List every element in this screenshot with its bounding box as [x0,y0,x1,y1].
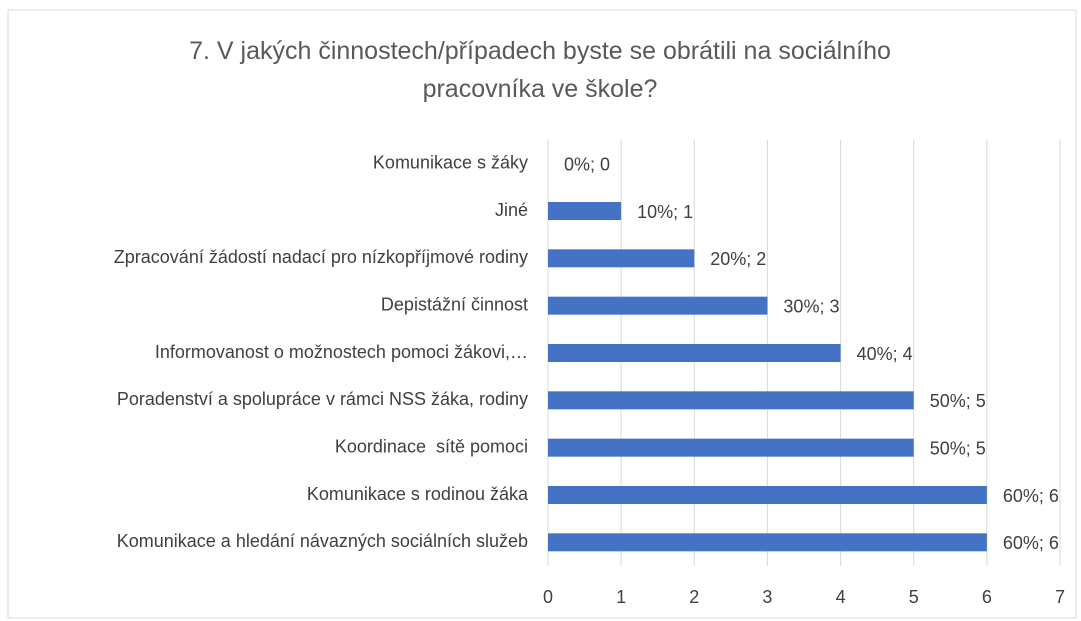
x-tick-label: 2 [689,587,699,607]
data-label: 40%; 4 [857,344,913,364]
chart-title: 7. V jakých činnostech/případech byste s… [189,37,891,103]
x-tick-label: 6 [982,587,992,607]
y-tick-label: Zpracování žádostí nadací pro nízkopříjm… [114,247,528,267]
y-tick-label: Komunikace s rodinou žáka [307,484,529,504]
y-tick-label: Komunikace s žáky [373,152,528,172]
chart-border [7,9,1077,619]
data-label: 60%; 6 [1003,533,1059,553]
data-label: 0%; 0 [564,154,610,174]
x-tick-label: 5 [909,587,919,607]
y-tick-label: Depistážní činnost [381,294,528,314]
data-label: 60%; 6 [1003,486,1059,506]
data-label: 10%; 1 [637,202,693,222]
bar [548,202,622,220]
data-label: 50%; 5 [930,391,986,411]
x-tick-label: 7 [1055,587,1065,607]
bar [548,438,914,457]
y-tick-label: Komunikace a hledání návazných sociálníc… [117,531,528,551]
bar [548,296,768,315]
bar [548,344,841,362]
bar [548,533,987,552]
bar [548,486,987,504]
x-tick-label: 1 [616,587,626,607]
y-tick-label: Informovanost o možnostech pomoci žákovi… [155,342,528,362]
x-tick-label: 0 [543,587,553,607]
data-label: 20%; 2 [710,249,766,269]
y-tick-label: Koordinace sítě pomoci [335,436,528,456]
x-tick-label: 3 [762,587,772,607]
x-tick-label: 4 [836,587,846,607]
y-tick-label: Jiné [495,200,528,220]
bar [548,391,914,410]
y-tick-label: Poradenství a spolupráce v rámci NSS žák… [117,389,528,409]
bar [548,249,695,268]
data-label: 30%; 3 [783,296,839,316]
data-label: 50%; 5 [930,438,986,458]
